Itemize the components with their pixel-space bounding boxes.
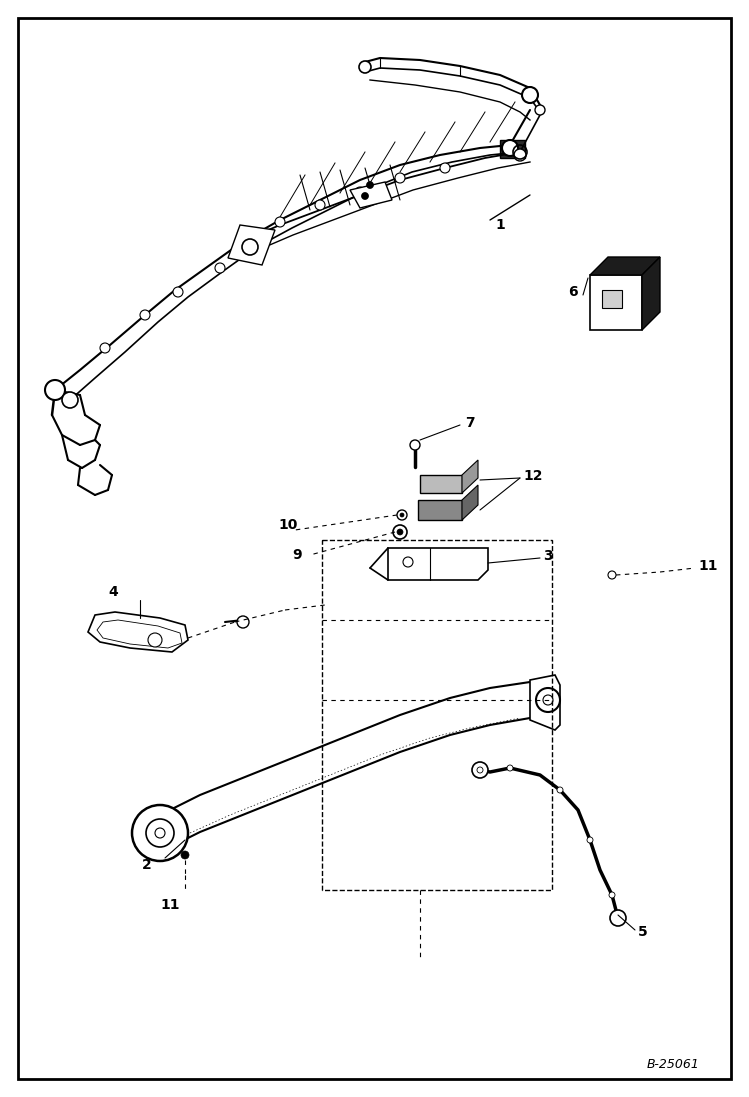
Circle shape (237, 617, 249, 627)
Circle shape (477, 767, 483, 773)
Bar (322, 540, 552, 890)
Circle shape (543, 695, 553, 705)
Circle shape (315, 200, 325, 210)
Polygon shape (642, 257, 660, 330)
Circle shape (587, 837, 593, 842)
Circle shape (610, 911, 626, 926)
Polygon shape (350, 182, 392, 208)
Text: 2: 2 (142, 858, 152, 872)
Circle shape (132, 805, 188, 861)
Bar (418, 500, 462, 520)
Text: 1: 1 (495, 218, 505, 231)
Polygon shape (590, 257, 660, 275)
Circle shape (366, 181, 374, 189)
Circle shape (148, 633, 162, 647)
Text: B-25061: B-25061 (647, 1059, 700, 1072)
Circle shape (173, 287, 183, 297)
Text: 3: 3 (543, 548, 553, 563)
Circle shape (403, 557, 413, 567)
Circle shape (472, 762, 488, 778)
Circle shape (609, 892, 615, 898)
Bar (602, 290, 622, 308)
Bar (590, 275, 642, 330)
Circle shape (557, 787, 563, 793)
Text: 6: 6 (568, 285, 577, 299)
Text: 9: 9 (292, 548, 302, 562)
Text: 12: 12 (523, 470, 542, 483)
Circle shape (362, 192, 369, 200)
Circle shape (440, 163, 450, 173)
Circle shape (359, 61, 371, 73)
Polygon shape (388, 548, 488, 580)
Circle shape (410, 440, 420, 450)
Circle shape (536, 688, 560, 712)
Circle shape (242, 239, 258, 255)
Circle shape (507, 765, 513, 771)
Circle shape (535, 105, 545, 115)
Circle shape (181, 851, 189, 859)
Bar (500, 140, 525, 158)
Polygon shape (228, 225, 275, 265)
Text: 7: 7 (465, 416, 475, 430)
Text: 10: 10 (278, 518, 297, 532)
Text: 5: 5 (638, 925, 648, 939)
Circle shape (237, 234, 253, 250)
Circle shape (100, 343, 110, 353)
Circle shape (397, 529, 403, 535)
Circle shape (514, 149, 526, 161)
Circle shape (215, 263, 225, 273)
Circle shape (395, 173, 405, 183)
Circle shape (522, 87, 538, 103)
Circle shape (45, 380, 65, 400)
Bar (420, 475, 462, 493)
Text: 4: 4 (108, 585, 118, 599)
Circle shape (608, 572, 616, 579)
Circle shape (155, 828, 165, 838)
Polygon shape (97, 620, 182, 648)
Polygon shape (462, 460, 478, 493)
Circle shape (397, 510, 407, 520)
Circle shape (146, 819, 174, 847)
Text: 11: 11 (160, 898, 180, 912)
Circle shape (393, 525, 407, 539)
Polygon shape (530, 675, 560, 730)
Circle shape (251, 244, 263, 256)
Circle shape (400, 513, 404, 517)
Circle shape (502, 140, 518, 156)
Circle shape (355, 186, 365, 197)
Polygon shape (462, 485, 478, 520)
Circle shape (62, 392, 78, 408)
Polygon shape (88, 612, 188, 652)
Circle shape (275, 217, 285, 227)
Text: 11: 11 (698, 559, 718, 573)
Circle shape (140, 310, 150, 320)
